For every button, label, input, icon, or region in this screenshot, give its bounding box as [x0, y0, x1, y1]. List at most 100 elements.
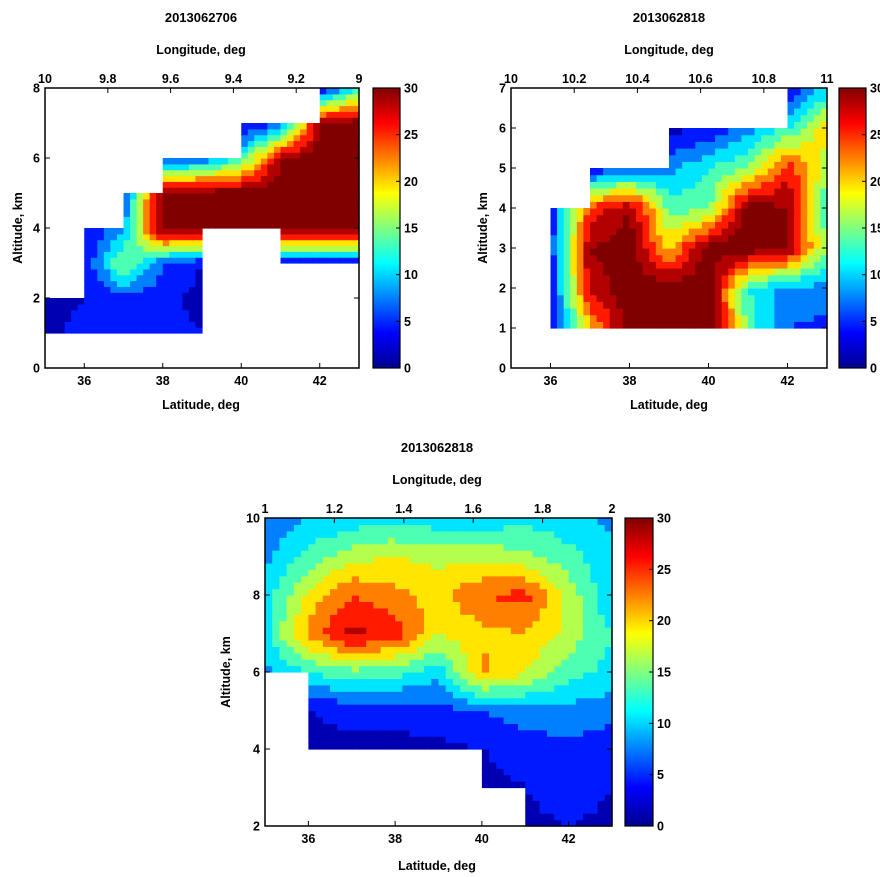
contour-cell: [708, 261, 716, 269]
contour-cell: [366, 659, 375, 667]
contour-cell: [636, 241, 644, 249]
contour-cell: [539, 793, 548, 801]
contour-cell: [402, 729, 411, 737]
contour-cell: [642, 208, 650, 216]
top-tick-label: 9.6: [162, 72, 179, 86]
contour-cell: [568, 774, 577, 782]
contour-cell: [767, 254, 775, 262]
contour-cell: [306, 123, 314, 130]
contour-cell: [583, 749, 591, 757]
contour-cell: [575, 678, 584, 686]
contour-cell: [330, 633, 338, 641]
contour-cell: [301, 614, 309, 622]
contour-cell: [84, 321, 92, 328]
contour-cell: [337, 710, 346, 718]
contour-cell: [597, 729, 606, 737]
contour-cell: [293, 169, 301, 177]
contour-cell: [575, 806, 584, 814]
contour-cell: [807, 108, 815, 116]
contour-cell: [489, 761, 497, 769]
contour-cell: [682, 188, 690, 196]
contour-cell: [326, 228, 334, 235]
contour-cell: [721, 161, 729, 169]
contour-cell: [734, 321, 743, 329]
contour-cell: [460, 569, 469, 577]
contour-cell: [136, 274, 144, 282]
contour-cell: [820, 121, 828, 129]
contour-cell: [438, 684, 447, 692]
contour-cell: [352, 257, 360, 264]
contour-cell: [315, 543, 324, 551]
contour-cell: [496, 678, 505, 686]
contour-cell: [532, 550, 541, 558]
contour-cell: [247, 210, 255, 217]
contour-cell: [445, 550, 454, 558]
contour-cell: [669, 301, 677, 309]
contour-cell: [780, 214, 789, 222]
contour-cell: [741, 288, 749, 296]
contour-cell: [202, 204, 210, 212]
contour-cell: [820, 174, 828, 182]
contour-cell: [609, 194, 617, 202]
contour-cell: [546, 614, 555, 622]
contour-cell: [123, 216, 131, 223]
contour-cell: [330, 524, 338, 532]
contour-cell: [409, 537, 418, 545]
contour-cell: [510, 774, 519, 782]
contour-cell: [337, 518, 346, 526]
contour-cell: [315, 569, 324, 577]
contour-cell: [655, 254, 664, 262]
contour-cell: [313, 123, 321, 130]
contour-cell: [272, 582, 281, 590]
contour-cell: [518, 620, 526, 628]
contour-cell: [215, 163, 223, 171]
contour-cell: [715, 228, 723, 236]
contour-cell: [800, 114, 808, 122]
contour-cell: [503, 781, 512, 789]
contour-cell: [293, 134, 301, 142]
contour-cell: [754, 128, 762, 136]
contour-cell: [339, 251, 347, 258]
contour-cell: [622, 281, 631, 289]
contour-cell: [575, 813, 584, 821]
contour-cell: [787, 201, 795, 209]
contour-cell: [402, 575, 411, 583]
contour-cell: [287, 146, 295, 153]
contour-cell: [546, 627, 555, 635]
contour-cell: [481, 601, 490, 609]
contour-cell: [260, 175, 269, 182]
contour-cell: [715, 261, 723, 269]
contour-cell: [330, 691, 338, 699]
contour-cell: [293, 524, 302, 532]
contour-cell: [339, 163, 347, 171]
contour-cell: [373, 697, 382, 705]
contour-cell: [532, 575, 541, 583]
contour-cell: [780, 188, 789, 196]
contour-cell: [431, 742, 440, 750]
contour-cell: [525, 633, 534, 641]
contour-cell: [780, 288, 789, 296]
contour-cell: [636, 321, 644, 329]
contour-cell: [554, 569, 562, 577]
contour-cell: [474, 704, 483, 712]
contour-cell: [794, 241, 802, 249]
contour-cell: [143, 280, 151, 287]
contour-cell: [597, 601, 606, 609]
contour-cell: [301, 562, 309, 570]
contour-cell: [688, 274, 696, 282]
contour-cell: [532, 787, 541, 795]
contour-cell: [358, 646, 367, 654]
contour-cell: [130, 222, 138, 229]
contour-cell: [550, 221, 558, 229]
contour-cell: [597, 736, 606, 744]
contour-cell: [265, 569, 273, 577]
contour-cell: [597, 761, 606, 769]
contour-cell: [293, 193, 301, 200]
contour-cell: [604, 729, 613, 737]
contour-cell: [103, 309, 112, 317]
contour-cell: [794, 101, 802, 109]
contour-cell: [561, 729, 570, 737]
contour-cell: [561, 646, 570, 654]
colorbar-tick-label: 20: [870, 175, 880, 189]
contour-cell: [387, 646, 396, 654]
